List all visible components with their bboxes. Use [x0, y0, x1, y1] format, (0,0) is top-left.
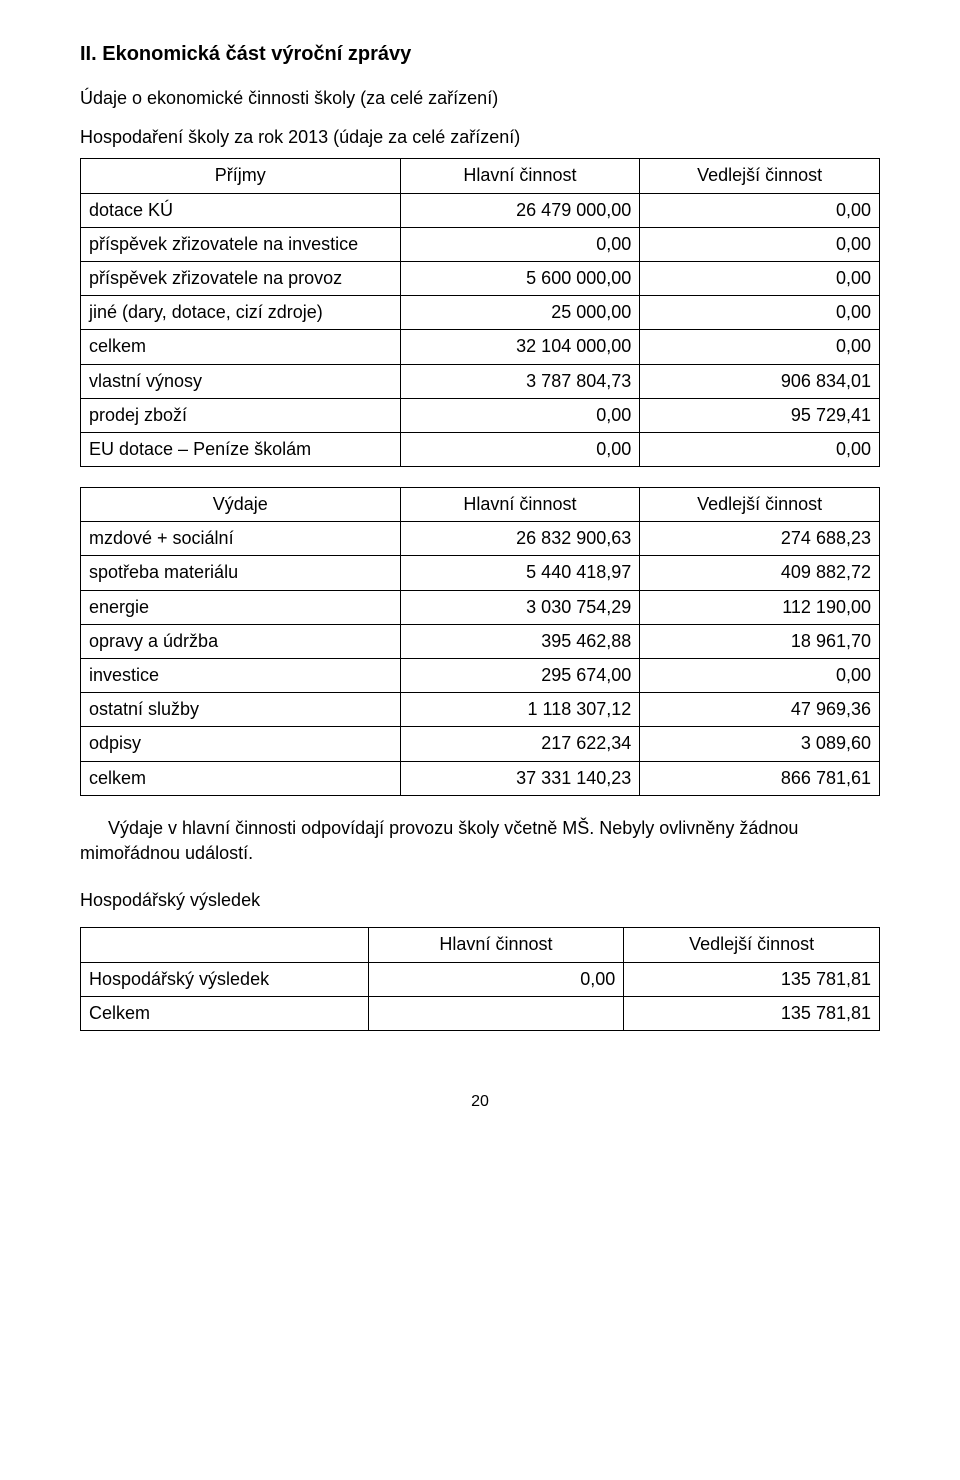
col-header: Hlavní činnost: [400, 488, 640, 522]
cell-value: 295 674,00: [400, 659, 640, 693]
table-row: dotace KÚ 26 479 000,00 0,00: [81, 193, 880, 227]
col-header: Hlavní činnost: [400, 159, 640, 193]
cell-value: 26 832 900,63: [400, 522, 640, 556]
col-header: Vedlejší činnost: [640, 488, 880, 522]
row-label: Hospodářský výsledek: [81, 962, 369, 996]
cell-value: 18 961,70: [640, 624, 880, 658]
cell-value: 135 781,81: [624, 962, 880, 996]
table-row: spotřeba materiálu 5 440 418,97 409 882,…: [81, 556, 880, 590]
cell-value: 3 030 754,29: [400, 590, 640, 624]
cell-value: 0,00: [640, 193, 880, 227]
row-label: jiné (dary, dotace, cizí zdroje): [81, 296, 401, 330]
cell-value: 3 089,60: [640, 727, 880, 761]
row-label: příspěvek zřizovatele na investice: [81, 227, 401, 261]
page-heading: II. Ekonomická část výroční zprávy: [80, 40, 880, 68]
table-row: Celkem 135 781,81: [81, 996, 880, 1030]
table-header-row: Hlavní činnost Vedlejší činnost: [81, 928, 880, 962]
row-label: spotřeba materiálu: [81, 556, 401, 590]
row-label: investice: [81, 659, 401, 693]
row-label: příspěvek zřizovatele na provoz: [81, 261, 401, 295]
row-label: dotace KÚ: [81, 193, 401, 227]
income-table: Příjmy Hlavní činnost Vedlejší činnost d…: [80, 158, 880, 467]
table-row: Hospodářský výsledek 0,00 135 781,81: [81, 962, 880, 996]
result-table: Hlavní činnost Vedlejší činnost Hospodář…: [80, 927, 880, 1031]
cell-value: [368, 996, 624, 1030]
cell-value: 0,00: [640, 296, 880, 330]
cell-value: 26 479 000,00: [400, 193, 640, 227]
cell-value: 0,00: [640, 261, 880, 295]
col-header: Vedlejší činnost: [624, 928, 880, 962]
col-header: Výdaje: [81, 488, 401, 522]
cell-value: 112 190,00: [640, 590, 880, 624]
row-label: vlastní výnosy: [81, 364, 401, 398]
cell-value: 95 729,41: [640, 398, 880, 432]
col-header: Vedlejší činnost: [640, 159, 880, 193]
table-row: mzdové + sociální 26 832 900,63 274 688,…: [81, 522, 880, 556]
cell-value: 5 600 000,00: [400, 261, 640, 295]
table-row: ostatní služby 1 118 307,12 47 969,36: [81, 693, 880, 727]
table-row: vlastní výnosy 3 787 804,73 906 834,01: [81, 364, 880, 398]
row-label: EU dotace – Peníze školám: [81, 432, 401, 466]
cell-value: 47 969,36: [640, 693, 880, 727]
subtitle-text: Údaje o ekonomické činnosti školy (za ce…: [80, 86, 880, 111]
cell-value: 0,00: [400, 398, 640, 432]
table-header-row: Výdaje Hlavní činnost Vedlejší činnost: [81, 488, 880, 522]
section-label: Hospodaření školy za rok 2013 (údaje za …: [80, 125, 880, 150]
cell-value: 0,00: [400, 432, 640, 466]
cell-value: 409 882,72: [640, 556, 880, 590]
col-header: Příjmy: [81, 159, 401, 193]
cell-value: 135 781,81: [624, 996, 880, 1030]
row-label: odpisy: [81, 727, 401, 761]
row-label: ostatní služby: [81, 693, 401, 727]
col-header: Hlavní činnost: [368, 928, 624, 962]
cell-value: 0,00: [640, 227, 880, 261]
cell-value: 3 787 804,73: [400, 364, 640, 398]
cell-value: 906 834,01: [640, 364, 880, 398]
table-row: opravy a údržba 395 462,88 18 961,70: [81, 624, 880, 658]
table-header-row: Příjmy Hlavní činnost Vedlejší činnost: [81, 159, 880, 193]
cell-value: 1 118 307,12: [400, 693, 640, 727]
table-row: investice 295 674,00 0,00: [81, 659, 880, 693]
table-row: odpisy 217 622,34 3 089,60: [81, 727, 880, 761]
table-row: celkem 37 331 140,23 866 781,61: [81, 761, 880, 795]
row-label: opravy a údržba: [81, 624, 401, 658]
cell-value: 866 781,61: [640, 761, 880, 795]
table-row: celkem 32 104 000,00 0,00: [81, 330, 880, 364]
cell-value: 395 462,88: [400, 624, 640, 658]
cell-value: 25 000,00: [400, 296, 640, 330]
row-label: energie: [81, 590, 401, 624]
cell-value: 274 688,23: [640, 522, 880, 556]
cell-value: 0,00: [640, 330, 880, 364]
table-row: energie 3 030 754,29 112 190,00: [81, 590, 880, 624]
page-number: 20: [80, 1091, 880, 1113]
row-label: Celkem: [81, 996, 369, 1030]
row-label: mzdové + sociální: [81, 522, 401, 556]
table-row: příspěvek zřizovatele na provoz 5 600 00…: [81, 261, 880, 295]
result-label: Hospodářský výsledek: [80, 888, 880, 913]
cell-value: 32 104 000,00: [400, 330, 640, 364]
expense-table: Výdaje Hlavní činnost Vedlejší činnost m…: [80, 487, 880, 796]
cell-value: 0,00: [640, 432, 880, 466]
table-row: EU dotace – Peníze školám 0,00 0,00: [81, 432, 880, 466]
col-header: [81, 928, 369, 962]
cell-value: 217 622,34: [400, 727, 640, 761]
row-label: celkem: [81, 761, 401, 795]
table-row: jiné (dary, dotace, cizí zdroje) 25 000,…: [81, 296, 880, 330]
cell-value: 5 440 418,97: [400, 556, 640, 590]
cell-value: 0,00: [640, 659, 880, 693]
note-text: Výdaje v hlavní činnosti odpovídají prov…: [80, 816, 880, 866]
cell-value: 0,00: [368, 962, 624, 996]
cell-value: 37 331 140,23: [400, 761, 640, 795]
table-row: příspěvek zřizovatele na investice 0,00 …: [81, 227, 880, 261]
cell-value: 0,00: [400, 227, 640, 261]
row-label: celkem: [81, 330, 401, 364]
table-row: prodej zboží 0,00 95 729,41: [81, 398, 880, 432]
row-label: prodej zboží: [81, 398, 401, 432]
